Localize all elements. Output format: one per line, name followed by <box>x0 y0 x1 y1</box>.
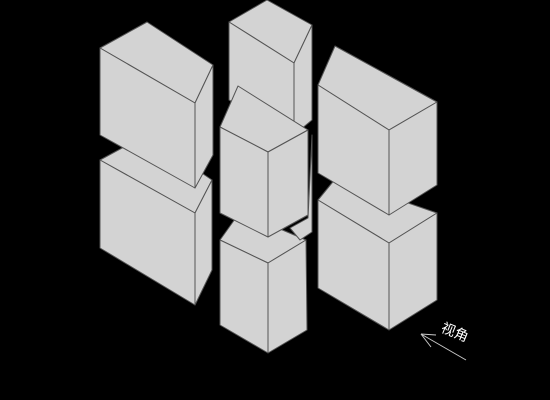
block-middle-lower <box>219 211 308 354</box>
block-right-lower-side-face <box>388 212 438 331</box>
block-middle-sliver-face <box>289 134 313 241</box>
block-left-upper <box>99 21 214 189</box>
block-left-lower <box>99 134 213 306</box>
block-middle-front-side-face <box>267 129 309 238</box>
block-left-upper-side-face <box>194 64 214 189</box>
block-middle-lower-side-face <box>267 239 308 354</box>
block-right-lower <box>317 177 438 331</box>
block-middle-front <box>219 85 309 238</box>
block-middle-back-side-face <box>293 24 313 136</box>
block-right-upper-side-face <box>388 101 438 216</box>
block-right-upper <box>317 45 438 216</box>
block-middle-sliver <box>289 134 313 241</box>
arrow-up-left-icon <box>420 333 467 361</box>
block-left-lower-side-face <box>194 179 213 306</box>
